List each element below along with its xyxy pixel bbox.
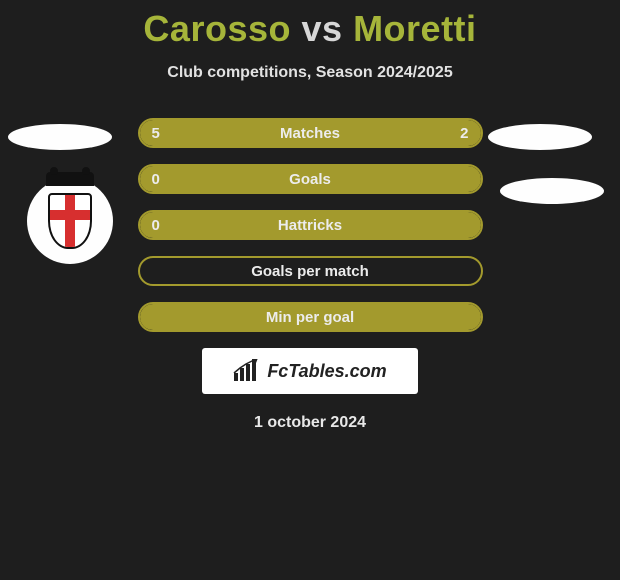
bar-value-left: 0	[152, 166, 160, 192]
bar-label: Hattricks	[140, 212, 481, 238]
vs-separator: vs	[302, 8, 343, 49]
bar-label: Matches	[140, 120, 481, 146]
right-team-placeholder-1	[488, 124, 592, 150]
stat-bar: Goals0	[138, 164, 483, 194]
chart-bars-icon	[233, 359, 261, 383]
subtitle: Club competitions, Season 2024/2025	[0, 64, 620, 82]
right-team-placeholder-2	[500, 178, 604, 204]
team-crest	[27, 178, 113, 264]
shield-icon	[48, 193, 92, 249]
bar-label: Goals per match	[140, 258, 481, 284]
stat-bar: Min per goal	[138, 302, 483, 332]
bar-value-right: 2	[460, 120, 468, 146]
date-label: 1 october 2024	[0, 414, 620, 432]
stat-bar: Matches5 2	[138, 118, 483, 148]
bar-value-left: 5	[152, 120, 160, 146]
watermark: FcTables.com	[202, 348, 418, 394]
stat-bar: Goals per match	[138, 256, 483, 286]
bar-label: Goals	[140, 166, 481, 192]
bar-label: Min per goal	[140, 304, 481, 330]
crown-icon	[46, 172, 94, 186]
page-title: Carosso vs Moretti	[0, 0, 620, 50]
bar-value-left: 0	[152, 212, 160, 238]
stat-bars: Matches52Goals0Hattricks0Goals per match…	[138, 118, 483, 332]
player1-name: Carosso	[143, 8, 291, 49]
watermark-text: FcTables.com	[267, 361, 386, 382]
player2-name: Moretti	[353, 8, 477, 49]
left-team-placeholder-1	[8, 124, 112, 150]
stat-bar: Hattricks0	[138, 210, 483, 240]
